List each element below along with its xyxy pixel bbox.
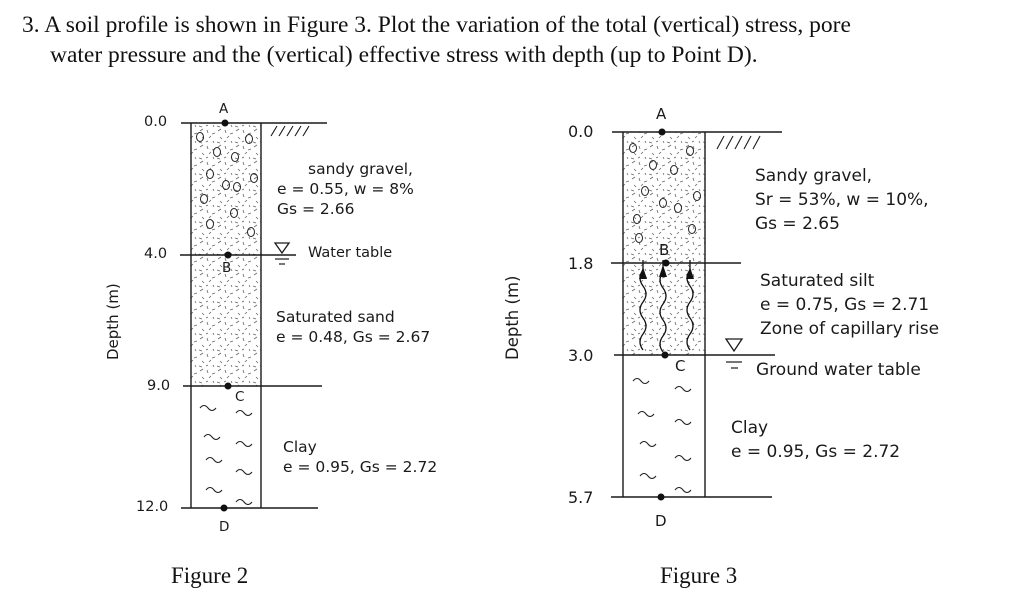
layer-3-props: e = 0.95, Gs = 2.72 — [283, 458, 438, 476]
point-c — [661, 351, 669, 359]
gravel-symbols — [629, 143, 701, 243]
sand-layer — [191, 255, 261, 386]
layer-1-name: Sandy gravel, — [755, 166, 873, 186]
depth-tick-3: 12.0 — [136, 499, 169, 515]
gravel-symbols — [196, 132, 258, 237]
figure-3-caption: Figure 3 — [660, 563, 738, 588]
point-b-label: B — [659, 241, 670, 259]
point-b — [662, 259, 670, 267]
layer-2-name: Saturated sand — [276, 308, 395, 326]
point-a — [221, 119, 229, 127]
layer-2-props: e = 0.48, Gs = 2.67 — [276, 328, 431, 346]
ground-hatch-icon — [270, 125, 310, 137]
point-b — [224, 251, 232, 259]
arrow-up-icon — [639, 267, 647, 279]
layer-1-props: e = 0.55, w = 8% — [277, 180, 414, 198]
layer-2-props: e = 0.75, Gs = 2.71 — [760, 295, 930, 315]
depth-tick-1: 1.8 — [568, 254, 594, 273]
depth-tick-0: 0.0 — [568, 122, 594, 141]
layer-3-name: Clay — [283, 438, 317, 456]
layer-1-props: Sr = 53%, w = 10%, — [755, 190, 929, 210]
question-line-1: 3. A soil profile is shown in Figure 3. … — [22, 12, 851, 38]
layer-2-name: Saturated silt — [760, 271, 875, 291]
point-a-label: A — [656, 105, 667, 123]
depth-tick-1: 4.0 — [144, 246, 168, 262]
figure-2 — [180, 119, 327, 512]
layer-3-name: Clay — [731, 418, 769, 438]
y-axis-label: Depth (m) — [104, 283, 122, 360]
clay-symbols — [199, 404, 253, 506]
arrow-up-icon — [686, 267, 694, 279]
water-table-icon — [724, 338, 744, 369]
point-c — [224, 382, 232, 390]
question-text: 3. A soil profile is shown in Figure 3. … — [22, 10, 1012, 70]
water-table-icon — [273, 242, 291, 265]
water-table-label: Water table — [308, 245, 393, 261]
depth-tick-2: 3.0 — [568, 346, 594, 365]
capillary-rise-arrows — [639, 260, 694, 353]
point-d-label: D — [219, 519, 230, 535]
point-c-label: C — [675, 357, 686, 375]
y-axis-label: Depth (m) — [503, 275, 522, 360]
point-a — [658, 128, 666, 136]
depth-tick-0: 0.0 — [144, 114, 168, 130]
layer-1-name: sandy gravel, — [308, 160, 413, 178]
point-d-label: D — [655, 512, 667, 530]
clay-symbols — [632, 377, 692, 494]
layer-2-props2: Zone of capillary rise — [760, 319, 940, 339]
question-line-2: water pressure and the (vertical) effect… — [50, 42, 758, 68]
point-a-label: A — [219, 101, 229, 117]
layer-1-props2: Gs = 2.65 — [755, 214, 840, 234]
arrow-up-icon — [659, 265, 667, 277]
point-b-label: B — [222, 260, 232, 276]
point-d — [220, 504, 228, 512]
water-table-label: Ground water table — [756, 360, 921, 380]
layer-3-props: e = 0.95, Gs = 2.72 — [731, 442, 901, 462]
point-c-label: C — [235, 389, 245, 405]
depth-tick-2: 9.0 — [147, 378, 171, 394]
point-d — [657, 493, 665, 501]
depth-tick-3: 5.7 — [568, 488, 594, 507]
ground-hatch-icon — [716, 135, 761, 150]
figure-2-caption: Figure 2 — [171, 563, 249, 588]
layer-1-props2: Gs = 2.66 — [277, 200, 355, 218]
figure-3 — [611, 128, 782, 501]
